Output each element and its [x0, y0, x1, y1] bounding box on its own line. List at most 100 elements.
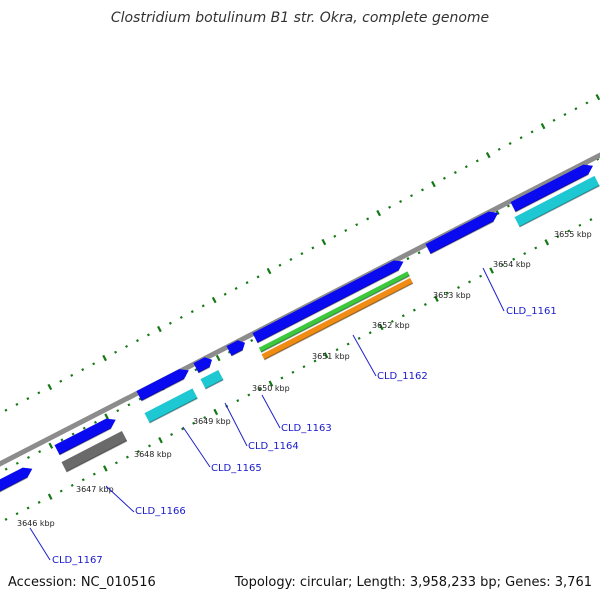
gene-label-cld-1161: CLD_1161 — [506, 306, 557, 317]
tick-mark — [26, 397, 30, 401]
gene-label-lines — [29, 267, 505, 561]
misc-feature-green-edge — [260, 275, 410, 353]
tick-mark — [376, 209, 382, 217]
tick-mark — [302, 365, 306, 369]
tick-mark — [434, 295, 439, 302]
label-line-cld-1164 — [224, 402, 248, 447]
tick-mark — [544, 239, 550, 246]
tick-mark — [346, 342, 350, 346]
tick-mark — [192, 421, 196, 425]
label-line-cld-1161 — [482, 267, 505, 312]
tick-mark — [227, 350, 231, 354]
cds-reverse-1164-edge — [205, 379, 224, 390]
tick-mark — [125, 344, 129, 348]
tick-mark — [289, 257, 293, 261]
tick-mark — [388, 205, 392, 209]
cds-forward-1164 — [193, 357, 212, 373]
tick-mark — [234, 286, 238, 290]
gene-label-cld-1162: CLD_1162 — [377, 371, 428, 382]
tick-mark — [81, 478, 85, 482]
tick-mark — [401, 314, 405, 318]
tick-mark — [313, 359, 317, 363]
tick-mark — [38, 450, 42, 454]
tick-mark — [26, 506, 30, 510]
tick-mark — [190, 310, 194, 314]
cds-reverse-1165-edge — [149, 397, 198, 424]
tick-mark — [256, 275, 260, 279]
tick-mark — [37, 391, 41, 395]
tick-mark — [158, 437, 163, 444]
tick-mark — [530, 130, 534, 134]
tick-mark — [399, 200, 403, 203]
cds-forward-1167-edge — [0, 476, 29, 493]
tick-mark — [323, 352, 329, 359]
tick-mark — [366, 217, 370, 221]
tick-mark — [116, 409, 120, 413]
gene-label-cld-1166: CLD_1166 — [135, 506, 186, 517]
tick-mark — [578, 223, 582, 227]
tick-mark — [215, 354, 221, 362]
cds-reverse-1164 — [200, 370, 224, 389]
tick-mark — [567, 229, 571, 233]
tick-mark — [268, 380, 274, 387]
tick-mark — [344, 228, 348, 232]
cds-forward-1166 — [54, 418, 116, 455]
tick-mark — [92, 362, 96, 366]
tick-mark — [138, 397, 142, 401]
misc-feature-orange-edge — [264, 282, 414, 361]
tick-mark — [589, 218, 593, 222]
tick-mark — [258, 387, 262, 391]
tick-mark — [479, 274, 483, 278]
tick-mark — [60, 438, 64, 442]
tick-mark — [540, 122, 546, 130]
tick-mark — [59, 379, 63, 383]
tick-mark — [431, 180, 436, 188]
cds-forward-1161 — [425, 211, 499, 254]
tick-mark — [457, 286, 460, 289]
kbp-label-3647: 3647 kbp — [76, 485, 114, 494]
kbp-label-3651: 3651 kbp — [312, 352, 350, 361]
tick-mark — [534, 246, 538, 250]
tick-mark — [523, 252, 527, 256]
gene-label-cld-1164: CLD_1164 — [248, 441, 299, 452]
tick-mark — [223, 292, 227, 296]
tick-mark — [71, 432, 75, 436]
tick-mark — [213, 408, 219, 416]
label-line-cld-1165 — [182, 426, 211, 468]
tick-mark — [179, 315, 183, 319]
tick-mark — [181, 427, 185, 431]
cds-forward-1160-edge — [515, 173, 589, 213]
cds-reverse-1160-edge — [519, 185, 600, 228]
tick-mark — [203, 416, 207, 420]
tick-mark — [82, 426, 86, 430]
map-title: Clostridium botulinum B1 str. Okra, comp… — [111, 10, 489, 26]
tick-mark — [136, 450, 140, 453]
tick-mark — [321, 238, 327, 246]
tick-mark — [453, 171, 457, 174]
tick-mark — [157, 325, 162, 333]
tick-mark — [556, 235, 560, 239]
gene-label-cld-1163: CLD_1163 — [281, 423, 332, 434]
tick-mark — [574, 107, 578, 111]
tick-mark — [508, 142, 512, 145]
tick-mark — [595, 93, 600, 101]
gene-label-cld-1165: CLD_1165 — [211, 463, 262, 474]
tick-mark — [136, 339, 139, 343]
tick-mark — [355, 223, 359, 227]
tick-mark — [512, 257, 516, 261]
cds-reverse-1165 — [144, 388, 198, 423]
cds-forward-1164-edge — [198, 366, 211, 374]
tick-mark — [278, 263, 282, 267]
tick-mark — [420, 188, 424, 192]
tick-mark — [15, 402, 19, 406]
kbp-labels: 3646 kbp 3647 kbp 3648 kbp 3649 kbp 3650… — [17, 230, 592, 528]
misc-feature-orange — [261, 277, 413, 360]
tick-mark — [357, 336, 361, 340]
tick-mark — [552, 118, 556, 122]
kbp-label-3654: 3654 kbp — [493, 260, 531, 269]
pseudogene-1166-edge — [66, 440, 128, 473]
tick-mark — [48, 442, 54, 449]
tick-mark — [442, 176, 446, 180]
genome-summary-text: Topology: circular; Length: 3,958,233 bp… — [234, 575, 592, 590]
tick-mark — [127, 403, 131, 407]
